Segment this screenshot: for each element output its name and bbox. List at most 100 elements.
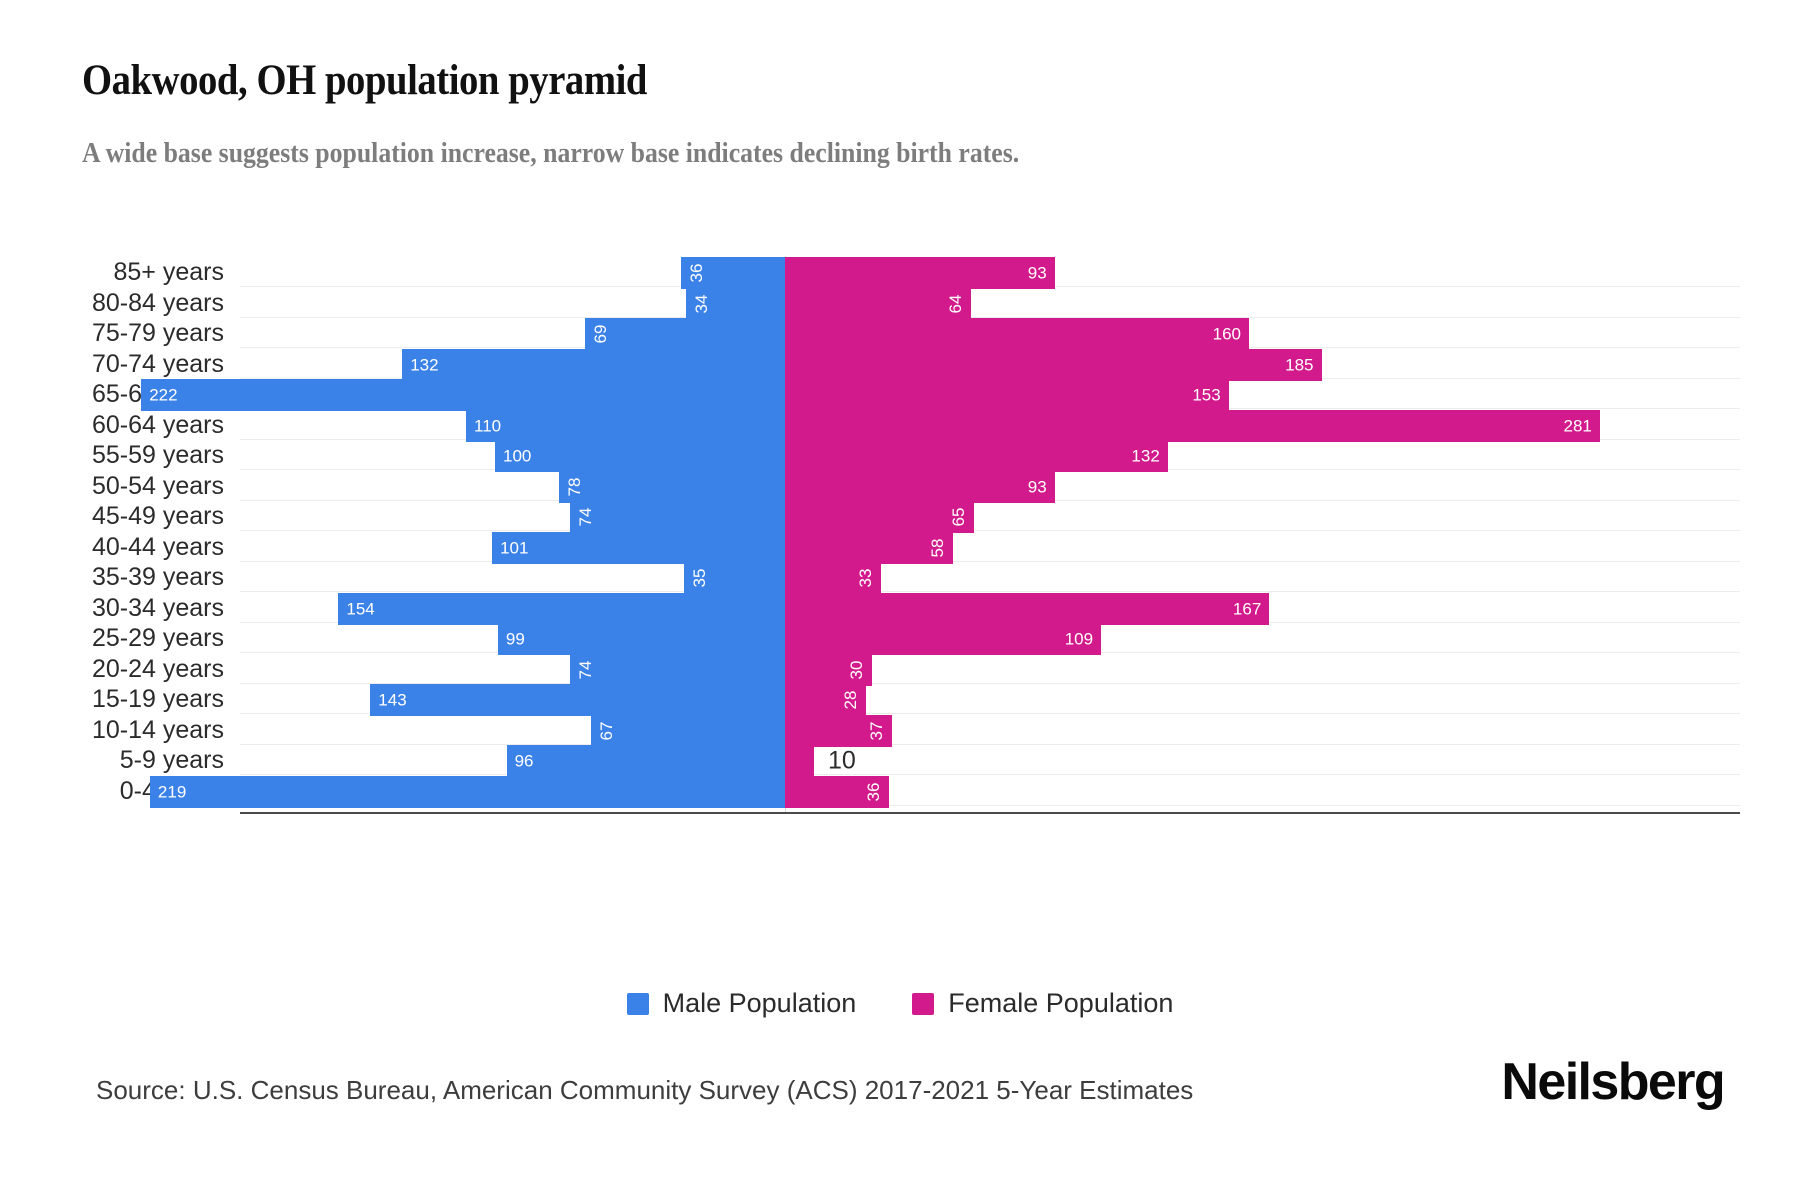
bar-female[interactable]: 93 [785,470,1055,503]
bar-value-label-female: 185 [1285,355,1314,374]
bar-male[interactable]: 100 [495,440,785,472]
bar-value-label-female: 64 [945,294,965,313]
bar-value-label-male: 143 [378,690,407,710]
bar-female[interactable]: 93 [785,257,1055,289]
bar-value-label-male: 74 [576,660,596,679]
bar-value-label-female: 30 [847,660,866,679]
bar-value-label-female: 93 [1027,263,1047,283]
bar-male[interactable]: 34 [686,287,785,320]
bar-female[interactable]: 36 [785,775,890,808]
bar-male[interactable]: 96 [506,745,785,777]
bar-male[interactable]: 78 [558,470,785,503]
y-axis-label: 10-14 years [91,715,224,744]
bar-value-label-male: 100 [503,446,532,466]
y-axis-label: 25-29 years [91,624,224,652]
bar-male[interactable]: 69 [584,318,785,350]
y-axis-label: 85+ years [113,258,225,286]
bar-male[interactable]: 67 [590,714,785,747]
bar-female[interactable]: 28 [785,684,867,716]
bar-male[interactable]: 143 [370,684,785,716]
bar-value-label-female: 167 [1232,599,1262,618]
legend-label-male: Male Population [662,988,857,1018]
bar-value-label-male: 99 [505,629,525,649]
bar-value-label-male: 154 [346,599,375,618]
gridline [240,683,1740,684]
bar-value-label-female: 10 [828,746,856,775]
chart-plot-area: 36 93 34 64 69 160 132 185 222 153 110 281 100 132 78 9… [141,257,1740,918]
y-axis-label: 40-44 years [91,532,224,561]
bar-male[interactable]: 99 [497,623,785,655]
bar-male[interactable]: 219 [149,775,785,808]
bar-male[interactable]: 74 [570,653,785,686]
bar-value-label-female: 281 [1563,416,1592,435]
bar-value-label-male: 110 [474,416,502,435]
gridline [240,530,1740,531]
y-axis-label: 80-84 years [91,288,224,317]
bar-female[interactable]: 64 [785,287,971,320]
legend-swatch-male [626,992,649,1015]
gridline [240,317,1740,318]
y-axis-label: 60-64 years [91,410,224,439]
bar-value-label-female: 132 [1131,446,1160,466]
y-axis-label: 70-74 years [91,349,224,378]
bar-value-label-female: 93 [1027,477,1047,496]
y-axis-label: 75-79 years [91,319,224,347]
bar-value-label-male: 132 [410,355,439,374]
bar-value-label-female: 109 [1064,629,1094,649]
bar-male[interactable]: 35 [683,562,785,594]
gridline [240,805,1740,806]
bar-male[interactable]: 36 [680,257,785,289]
bar-male[interactable]: 74 [570,501,785,533]
bar-value-label-male: 219 [157,782,187,801]
gridline [240,561,1740,562]
brand-logo: Neilsberg [1501,1053,1725,1111]
source-note: Source: U.S. Census Bureau, American Com… [96,1075,1194,1105]
bar-male[interactable]: 132 [402,348,785,381]
y-axis-label: 50-54 years [91,471,224,500]
gridline [240,744,1740,745]
bar-male[interactable]: 154 [338,592,785,625]
bar-value-label-male: 222 [149,385,178,405]
bar-female[interactable]: 30 [785,653,872,686]
bar-female[interactable]: 167 [785,592,1270,625]
bar-female[interactable]: 185 [785,348,1322,381]
bar-male[interactable]: 222 [141,379,785,411]
bar-value-label-male: 35 [689,568,709,588]
bar-value-label-male: 69 [590,324,610,344]
y-axis-label: 5-9 years [119,746,224,774]
bar-value-label-female: 33 [855,568,875,588]
gridline [240,713,1740,714]
legend-item-male[interactable]: Male Population [626,988,857,1019]
bar-female[interactable]: 153 [785,379,1229,411]
bar-value-label-female: 160 [1212,324,1241,344]
gridline [240,591,1740,592]
bar-value-label-female: 153 [1192,385,1221,405]
bar-value-label-male: 74 [576,507,596,527]
chart-legend: Male Population Female Population [0,988,1800,1019]
legend-item-female[interactable]: Female Population [912,988,1173,1019]
bar-female[interactable]: 109 [785,623,1102,655]
bar-female[interactable]: 132 [785,440,1168,472]
y-axis-label: 55-59 years [91,441,224,469]
bar-male[interactable]: 101 [492,531,785,564]
legend-label-female: Female Population [948,988,1174,1018]
y-axis-label: 15-19 years [91,685,224,713]
y-axis-label: 20-24 years [91,654,224,683]
x-axis-line [240,812,1740,814]
y-axis-label: 35-39 years [91,563,224,591]
bar-value-label-male: 78 [564,477,584,496]
bar-female[interactable]: 281 [785,409,1600,442]
bar-female[interactable]: 33 [785,562,881,594]
bar-female[interactable]: 58 [785,531,954,564]
y-axis-labels: 85+ years 80-84 years 75-79 years 70-74 yea… [0,260,224,918]
bar-female[interactable]: 65 [785,501,974,533]
bar-female[interactable]: 10 [785,745,856,777]
bar-male[interactable]: 110 [466,409,785,442]
bar-value-label-male: 96 [514,751,534,771]
bar-value-label-male: 101 [500,538,529,557]
bar-value-label-male: 36 [686,263,706,283]
bar-value-label-male: 34 [692,294,712,313]
bar-female[interactable]: 160 [785,318,1249,350]
bar-value-label-female: 28 [841,690,861,710]
bar-female[interactable]: 37 [785,714,893,747]
